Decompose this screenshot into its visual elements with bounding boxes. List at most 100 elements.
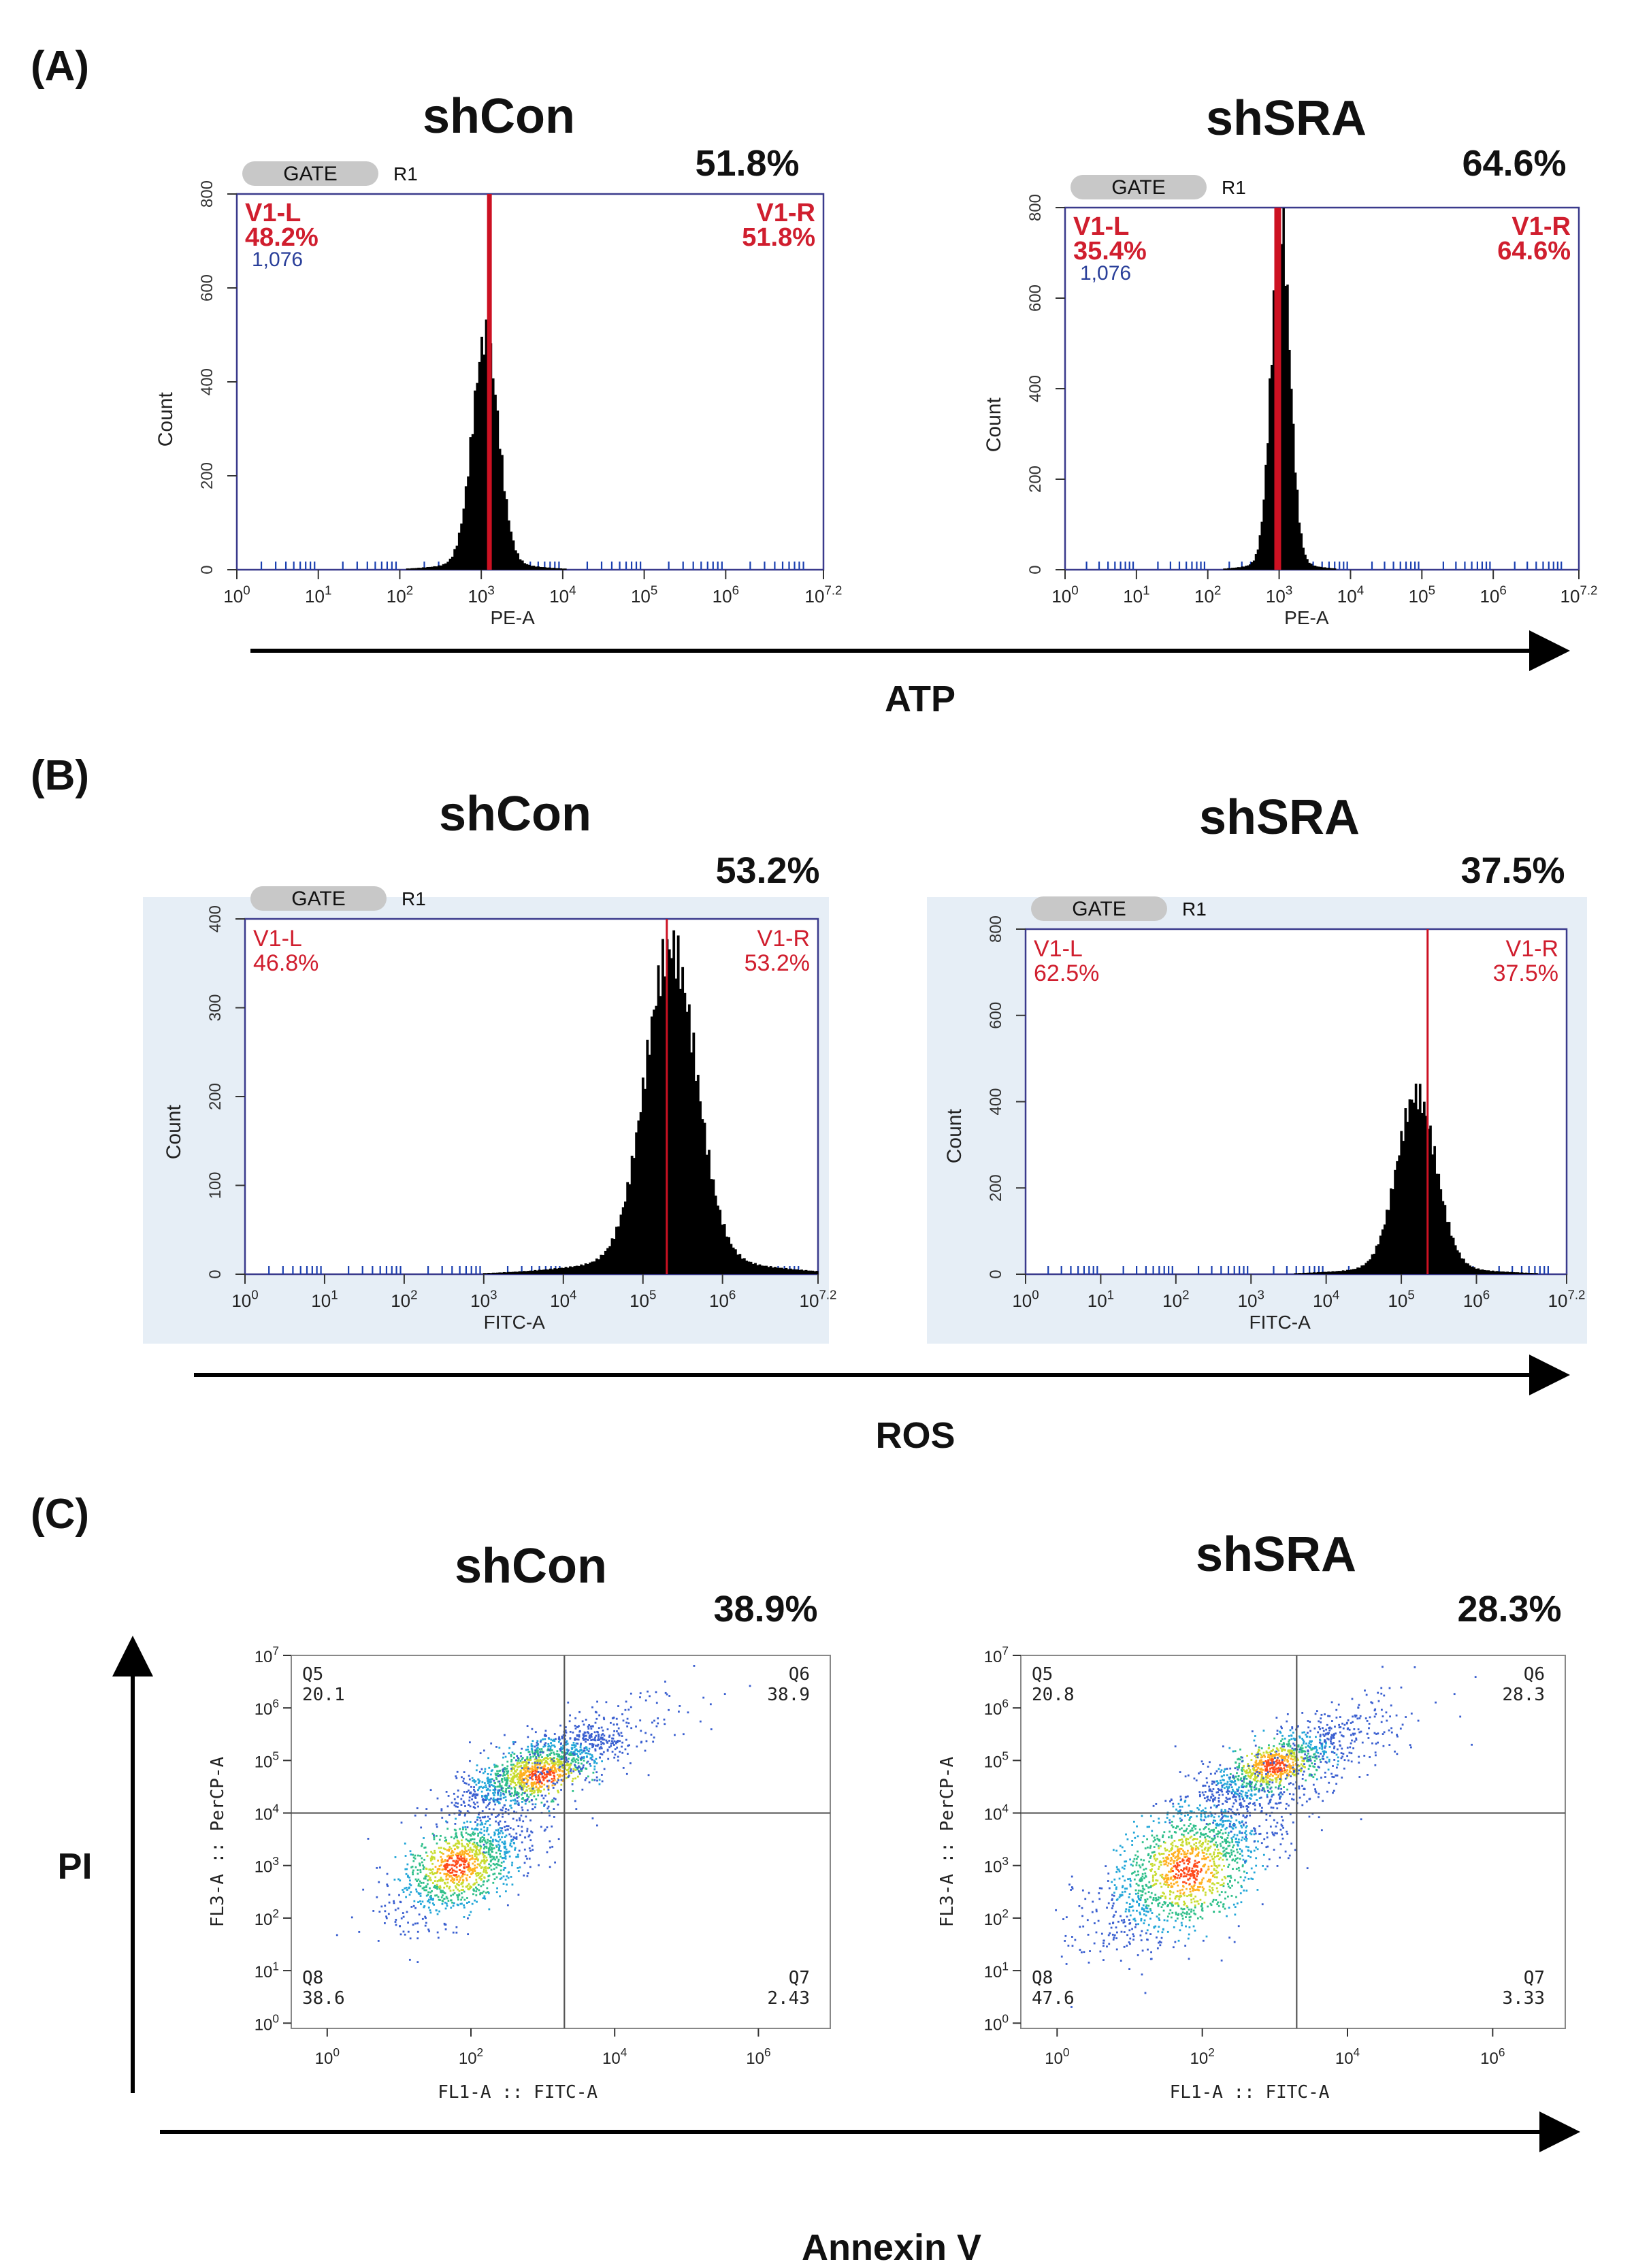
dot — [532, 1792, 535, 1794]
dot — [1133, 1917, 1136, 1920]
dot — [473, 1890, 475, 1892]
dot — [1253, 1849, 1256, 1852]
histogram-bar — [644, 1088, 647, 1274]
dot — [461, 1885, 464, 1888]
dot — [463, 1858, 465, 1860]
dot — [535, 1798, 538, 1800]
dot — [1186, 1828, 1188, 1830]
histogram-bar — [551, 1269, 554, 1274]
dot — [1305, 1746, 1307, 1749]
dot — [458, 1857, 461, 1860]
dot — [614, 1753, 617, 1756]
dot — [1125, 1833, 1127, 1836]
dot — [421, 1917, 424, 1920]
dot — [1184, 1815, 1186, 1817]
dot — [537, 1754, 540, 1757]
dot — [1303, 1766, 1305, 1768]
dot — [1315, 1736, 1317, 1738]
dot — [548, 1810, 551, 1813]
dot — [367, 1837, 370, 1840]
dot — [1174, 1745, 1177, 1748]
dot — [455, 1931, 458, 1934]
dot — [1249, 1785, 1252, 1788]
dot — [668, 1695, 671, 1697]
dot — [1192, 1888, 1195, 1890]
dot — [1293, 1768, 1296, 1770]
dot — [1258, 1833, 1260, 1835]
dot — [1271, 1749, 1273, 1752]
dot — [527, 1785, 529, 1787]
dot — [536, 1740, 539, 1743]
histogram-bar — [730, 1244, 733, 1274]
histogram-bar — [1450, 1235, 1453, 1274]
dot — [1147, 1924, 1150, 1926]
dot — [1127, 1878, 1129, 1881]
dot — [494, 1803, 497, 1806]
histogram-bar — [1369, 1259, 1372, 1274]
histogram-bar — [1448, 1222, 1451, 1274]
dot — [1233, 1777, 1236, 1780]
dot — [455, 1926, 458, 1928]
dot — [443, 1864, 446, 1867]
dot — [630, 1692, 632, 1695]
histogram-bar — [798, 1269, 801, 1274]
dot — [1347, 1727, 1350, 1730]
dot — [710, 1728, 713, 1730]
histogram-bar — [604, 1250, 607, 1274]
x-tick-label: 104 — [602, 2045, 627, 2068]
dot — [1153, 1851, 1156, 1853]
dot — [451, 1871, 454, 1874]
dot — [1218, 1864, 1221, 1867]
dot — [1289, 1745, 1292, 1747]
dot — [618, 1734, 621, 1737]
histogram-bar — [451, 556, 454, 570]
dot — [1259, 1785, 1262, 1787]
dot — [587, 1726, 589, 1728]
dot — [485, 1867, 487, 1870]
dot — [455, 1817, 457, 1820]
dot — [1275, 1753, 1277, 1755]
dot — [474, 1821, 476, 1824]
dot — [1207, 1856, 1209, 1859]
dot — [468, 1870, 471, 1873]
dot — [561, 1775, 563, 1777]
dot — [610, 1745, 612, 1747]
dot — [470, 1838, 472, 1841]
dot — [570, 1753, 572, 1755]
dot — [1256, 1799, 1258, 1801]
histogram-bar — [785, 1267, 788, 1274]
dot — [574, 1777, 576, 1780]
histogram-bar — [747, 1261, 751, 1274]
dot — [530, 1785, 533, 1787]
dot — [474, 1864, 476, 1867]
dot — [514, 1849, 516, 1851]
dot — [462, 1863, 465, 1866]
dot — [1315, 1747, 1318, 1749]
dot — [543, 1803, 546, 1806]
dot — [457, 1789, 459, 1792]
dot — [493, 1831, 496, 1834]
dot — [470, 1839, 472, 1842]
dot — [596, 1745, 599, 1747]
dot — [425, 1894, 428, 1897]
dot — [488, 1866, 491, 1869]
dot — [554, 1861, 556, 1864]
dot — [512, 1828, 514, 1831]
dot — [1113, 1894, 1115, 1897]
dot — [510, 1845, 513, 1848]
dot — [1113, 1884, 1116, 1886]
dot — [456, 1770, 459, 1773]
histogram-bar — [1239, 567, 1242, 570]
x-tick-label: 103 — [470, 1287, 497, 1311]
dot — [461, 1845, 464, 1847]
dot — [456, 1854, 459, 1857]
dot — [1235, 1761, 1237, 1764]
dot — [1139, 1898, 1142, 1901]
histogram-bar — [1524, 1272, 1528, 1274]
dot — [479, 1837, 482, 1840]
dot — [528, 1759, 531, 1762]
dot — [1202, 1809, 1205, 1812]
dot — [608, 1736, 610, 1738]
dot — [594, 1736, 596, 1739]
dot — [614, 1748, 617, 1751]
